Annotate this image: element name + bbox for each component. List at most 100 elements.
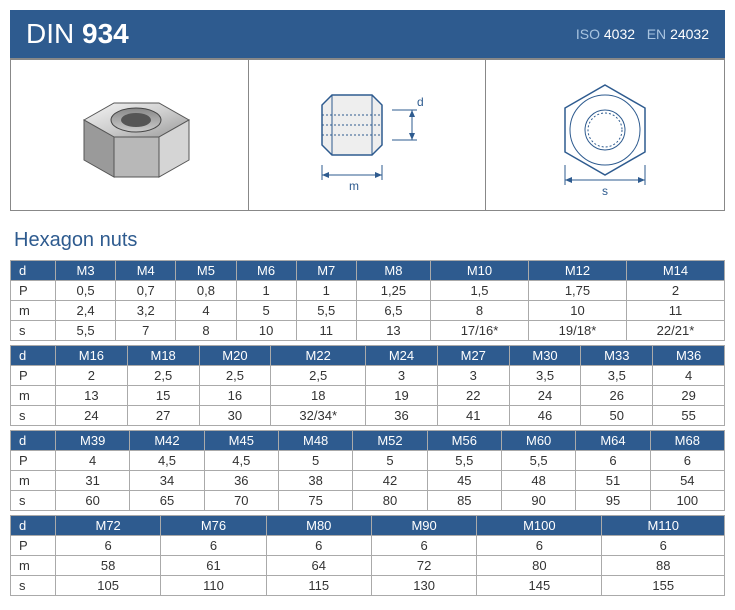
cell: 65 (130, 491, 204, 511)
header-label-d: d (11, 346, 56, 366)
table-row: s5,57810111317/16*19/18*22/21* (11, 321, 725, 341)
col-header: M8 (356, 261, 430, 281)
cell: 42 (353, 471, 427, 491)
cell: 22/21* (626, 321, 724, 341)
data-table: dM3M4M5M6M7M8M10M12M14P0,50,70,8111,251,… (10, 260, 725, 341)
col-header: M7 (296, 261, 356, 281)
cell: 36 (366, 406, 438, 426)
cell: 2 (56, 366, 128, 386)
table-row: P22,52,52,5333,53,54 (11, 366, 725, 386)
cell: 15 (127, 386, 199, 406)
cell: 0,5 (56, 281, 116, 301)
cell: 2,4 (56, 301, 116, 321)
cell: 16 (199, 386, 271, 406)
cell: 88 (602, 556, 725, 576)
col-header: M110 (602, 516, 725, 536)
din-title: DIN 934 (26, 18, 129, 50)
table-row: P44,54,5555,55,566 (11, 451, 725, 471)
col-header: M20 (199, 346, 271, 366)
col-header: M90 (371, 516, 476, 536)
col-header: M14 (626, 261, 724, 281)
cell: 75 (278, 491, 352, 511)
data-table: dM72M76M80M90M100M110P666666m58616472808… (10, 515, 725, 596)
row-label: P (11, 536, 56, 556)
table-row: s6065707580859095100 (11, 491, 725, 511)
cell: 0,7 (116, 281, 176, 301)
cell: 100 (650, 491, 724, 511)
row-label: m (11, 471, 56, 491)
col-header: M18 (127, 346, 199, 366)
cell: 1,25 (356, 281, 430, 301)
cell: 48 (501, 471, 575, 491)
cell: 1,5 (431, 281, 529, 301)
cell: 0,8 (176, 281, 236, 301)
cell: 3 (437, 366, 509, 386)
row-label: s (11, 406, 56, 426)
cell: 6 (576, 451, 650, 471)
cell: 26 (581, 386, 653, 406)
cell: 30 (199, 406, 271, 426)
col-header: M27 (437, 346, 509, 366)
cell: 80 (353, 491, 427, 511)
row-label: m (11, 386, 56, 406)
col-header: M30 (509, 346, 581, 366)
cell: 4 (56, 451, 130, 471)
table-row: s24273032/34*3641465055 (11, 406, 725, 426)
col-header: M72 (56, 516, 161, 536)
cell: 2,5 (199, 366, 271, 386)
m-label: m (349, 179, 359, 193)
col-header: M4 (116, 261, 176, 281)
cell: 145 (477, 576, 602, 596)
table-row: m313436384245485154 (11, 471, 725, 491)
cell: 55 (653, 406, 725, 426)
col-header: M36 (653, 346, 725, 366)
cell: 8 (176, 321, 236, 341)
table-row: m131516181922242629 (11, 386, 725, 406)
col-header: M48 (278, 431, 352, 451)
col-header: M45 (204, 431, 278, 451)
cell: 19/18* (528, 321, 626, 341)
cell: 34 (130, 471, 204, 491)
cell: 58 (56, 556, 161, 576)
cell: 22 (437, 386, 509, 406)
cell: 64 (266, 556, 371, 576)
cell: 6 (371, 536, 476, 556)
col-header: M68 (650, 431, 724, 451)
cell: 6 (266, 536, 371, 556)
col-header: M22 (271, 346, 366, 366)
cell: 13 (356, 321, 430, 341)
cell: 6 (650, 451, 724, 471)
cell: 31 (56, 471, 130, 491)
cell: 10 (236, 321, 296, 341)
header-bar: DIN 934 ISO 4032 EN 24032 (10, 10, 725, 60)
cell: 2,5 (127, 366, 199, 386)
data-table: dM39M42M45M48M52M56M60M64M68P44,54,5555,… (10, 430, 725, 511)
cell: 155 (602, 576, 725, 596)
cell: 4,5 (204, 451, 278, 471)
col-header: M60 (501, 431, 575, 451)
cell: 24 (56, 406, 128, 426)
cell: 38 (278, 471, 352, 491)
cell: 36 (204, 471, 278, 491)
en-number: 24032 (670, 26, 709, 42)
s-label: s (602, 184, 608, 198)
cell: 61 (161, 556, 266, 576)
col-header: M5 (176, 261, 236, 281)
cell: 51 (576, 471, 650, 491)
col-header: M64 (576, 431, 650, 451)
cell: 46 (509, 406, 581, 426)
cell: 3,5 (509, 366, 581, 386)
cell: 27 (127, 406, 199, 426)
table-row: P666666 (11, 536, 725, 556)
cell: 6,5 (356, 301, 430, 321)
cell: 85 (427, 491, 501, 511)
row-label: m (11, 301, 56, 321)
iso-number: 4032 (604, 26, 635, 42)
cell: 7 (116, 321, 176, 341)
row-label: P (11, 281, 56, 301)
cell: 54 (650, 471, 724, 491)
cell: 4,5 (130, 451, 204, 471)
header-label-d: d (11, 516, 56, 536)
col-header: M52 (353, 431, 427, 451)
cell: 2 (626, 281, 724, 301)
